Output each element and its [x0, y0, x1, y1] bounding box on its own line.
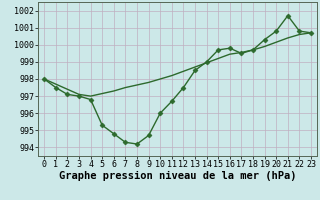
X-axis label: Graphe pression niveau de la mer (hPa): Graphe pression niveau de la mer (hPa): [59, 171, 296, 181]
